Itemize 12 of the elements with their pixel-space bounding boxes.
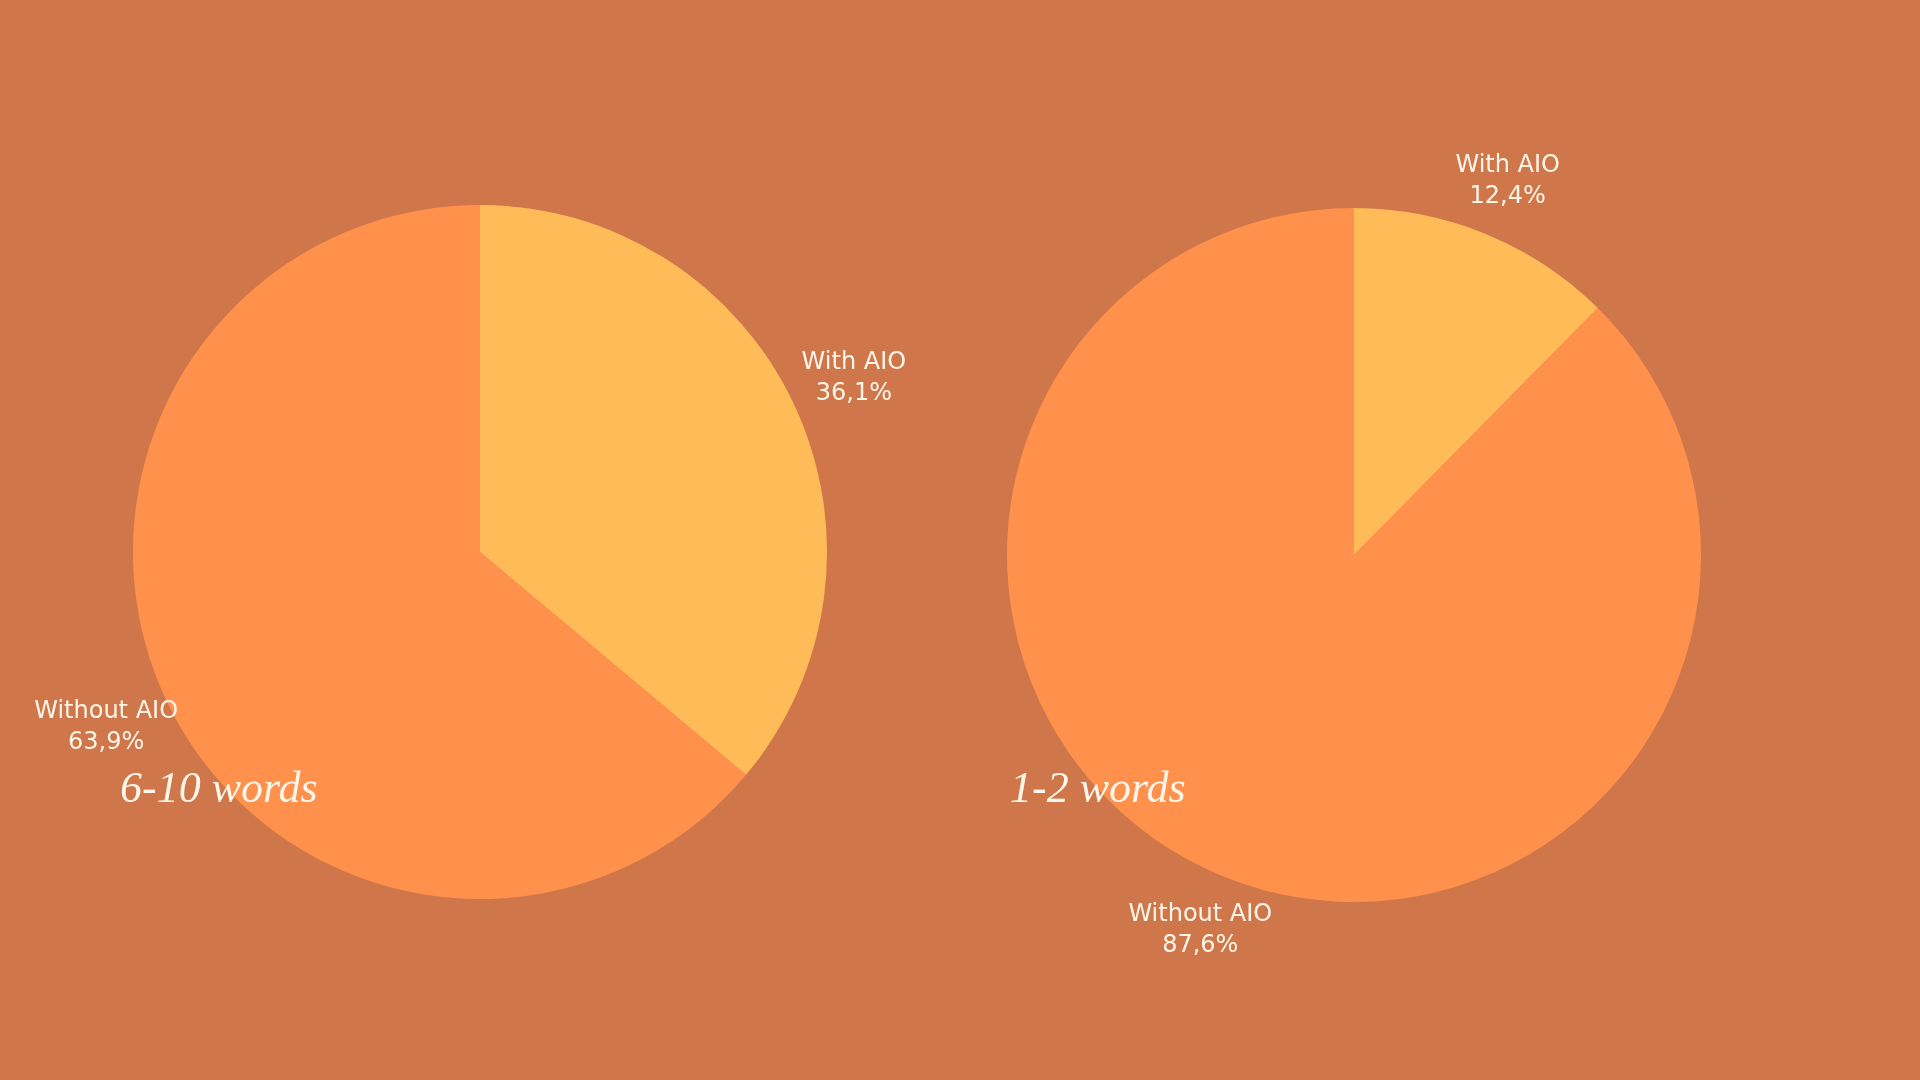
data-label: 87,6% [1162,929,1239,958]
pie-slice [1354,208,1598,555]
text: 1-2 words [1010,763,1186,812]
data-label: 63,9% [68,727,145,755]
slice-label: With AIO [801,347,907,375]
slice-label: With AIO [1455,150,1560,179]
slice-label: Without AIO [1128,898,1273,927]
slice-label: Without AIO [34,696,179,724]
data-label: 36,1% [815,378,892,406]
text: 6-10 words [120,763,318,812]
pie-slice [1007,208,1701,902]
data-label: 12,4% [1469,181,1546,210]
